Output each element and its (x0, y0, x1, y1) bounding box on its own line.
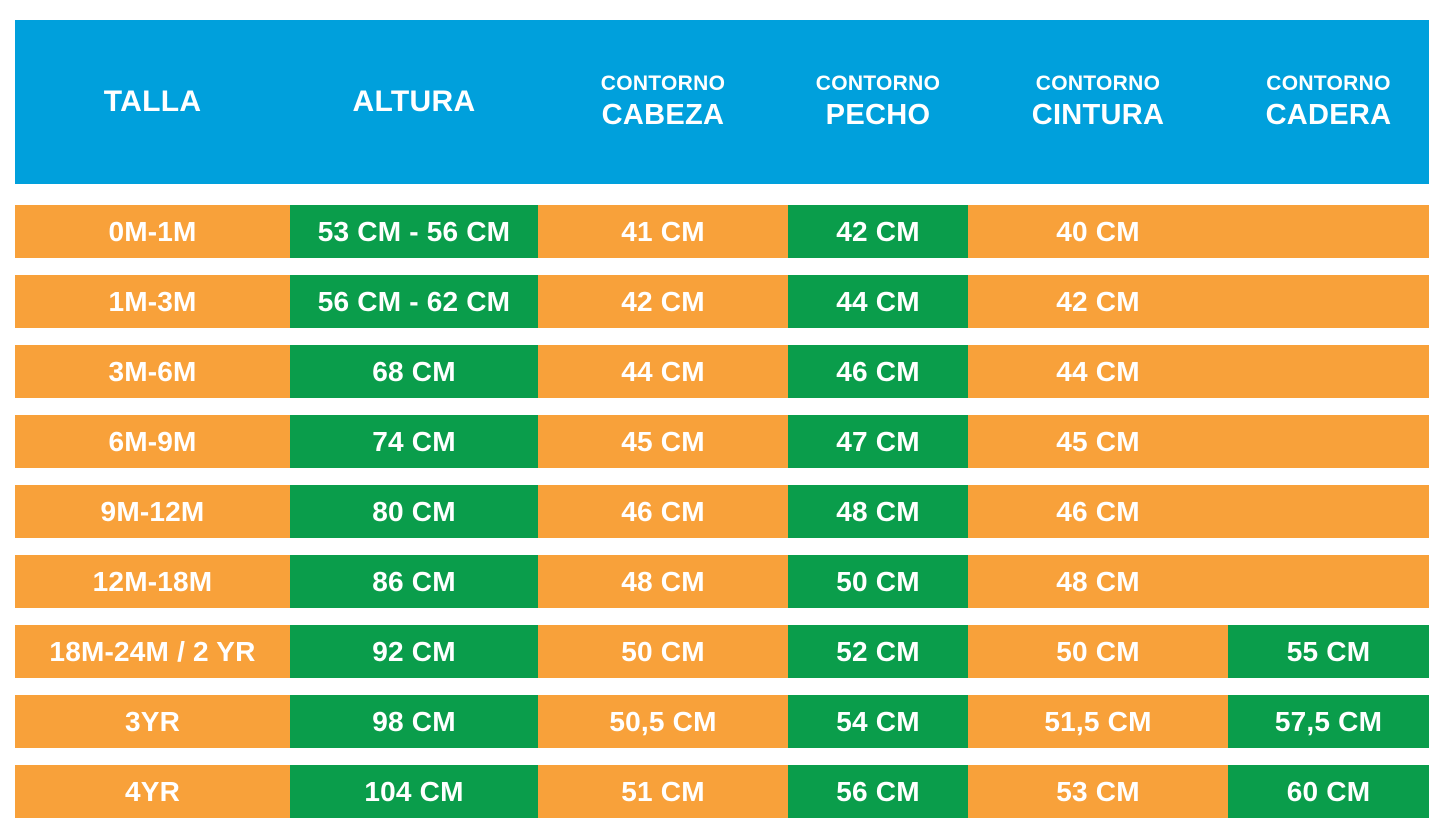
header-altura: ALTURA (290, 20, 538, 184)
cell-altura: 74 CM (290, 415, 538, 468)
header-pecho-label: PECHO (825, 99, 931, 131)
cell-altura: 92 CM (290, 625, 538, 678)
cell-talla: 4YR (15, 765, 290, 818)
cell-cadera: 55 CM (1228, 625, 1429, 678)
cell-pecho: 56 CM (788, 765, 968, 818)
cell-cintura: 50 CM (968, 625, 1228, 678)
header-cabeza-top-label: CONTORNO (600, 71, 726, 95)
cell-cadera (1228, 415, 1429, 468)
cell-altura: 104 CM (290, 765, 538, 818)
cell-cintura: 53 CM (968, 765, 1228, 818)
cell-talla: 3YR (15, 695, 290, 748)
table-row: 3YR 98 CM 50,5 CM 54 CM 51,5 CM 57,5 CM (15, 695, 1429, 748)
header-pecho-top-label: CONTORNO (815, 71, 941, 95)
cell-cintura: 42 CM (968, 275, 1228, 328)
cell-talla: 18M-24M / 2 YR (15, 625, 290, 678)
cell-talla: 9M-12M (15, 485, 290, 538)
cell-cintura: 45 CM (968, 415, 1228, 468)
cell-talla: 3M-6M (15, 345, 290, 398)
cell-altura: 53 CM - 56 CM (290, 205, 538, 258)
header-cintura-top-label: CONTORNO (1035, 71, 1161, 95)
cell-altura: 56 CM - 62 CM (290, 275, 538, 328)
cell-pecho: 48 CM (788, 485, 968, 538)
header-cadera-label: CADERA (1265, 99, 1392, 131)
cell-altura: 80 CM (290, 485, 538, 538)
cell-pecho: 46 CM (788, 345, 968, 398)
cell-cadera (1228, 205, 1429, 258)
cell-pecho: 50 CM (788, 555, 968, 608)
cell-pecho: 52 CM (788, 625, 968, 678)
header-contorno-cadera: CONTORNO CADERA (1228, 20, 1429, 184)
header-talla-label: TALLA (103, 85, 202, 119)
cell-pecho: 47 CM (788, 415, 968, 468)
cell-cintura: 51,5 CM (968, 695, 1228, 748)
table-row: 12M-18M 86 CM 48 CM 50 CM 48 CM (15, 555, 1429, 608)
cell-cabeza: 51 CM (538, 765, 788, 818)
cell-cabeza: 46 CM (538, 485, 788, 538)
header-altura-label: ALTURA (352, 85, 476, 119)
cell-altura: 86 CM (290, 555, 538, 608)
cell-talla: 6M-9M (15, 415, 290, 468)
cell-cintura: 46 CM (968, 485, 1228, 538)
table-row: 1M-3M 56 CM - 62 CM 42 CM 44 CM 42 CM (15, 275, 1429, 328)
cell-cintura: 48 CM (968, 555, 1228, 608)
table-row: 0M-1M 53 CM - 56 CM 41 CM 42 CM 40 CM (15, 205, 1429, 258)
cell-cabeza: 50,5 CM (538, 695, 788, 748)
header-contorno-pecho: CONTORNO PECHO (788, 20, 968, 184)
cell-cadera (1228, 485, 1429, 538)
cell-cabeza: 41 CM (538, 205, 788, 258)
cell-talla: 1M-3M (15, 275, 290, 328)
cell-cadera: 60 CM (1228, 765, 1429, 818)
header-contorno-cintura: CONTORNO CINTURA (968, 20, 1228, 184)
cell-cabeza: 44 CM (538, 345, 788, 398)
cell-cadera (1228, 275, 1429, 328)
cell-altura: 98 CM (290, 695, 538, 748)
header-cadera-top-label: CONTORNO (1266, 71, 1391, 95)
header-contorno-cabeza: CONTORNO CABEZA (538, 20, 788, 184)
cell-cabeza: 42 CM (538, 275, 788, 328)
header-cintura-label: CINTURA (1031, 99, 1165, 131)
cell-cadera: 57,5 CM (1228, 695, 1429, 748)
cell-talla: 0M-1M (15, 205, 290, 258)
cell-pecho: 42 CM (788, 205, 968, 258)
cell-cintura: 40 CM (968, 205, 1228, 258)
table-row: 9M-12M 80 CM 46 CM 48 CM 46 CM (15, 485, 1429, 538)
cell-altura: 68 CM (290, 345, 538, 398)
table-row: 3M-6M 68 CM 44 CM 46 CM 44 CM (15, 345, 1429, 398)
cell-cadera (1228, 345, 1429, 398)
cell-pecho: 54 CM (788, 695, 968, 748)
size-chart-table: TALLA ALTURA CONTORNO CABEZA CONTORNO PE… (15, 20, 1429, 818)
header-talla: TALLA (15, 20, 290, 184)
header-cabeza-label: CABEZA (601, 99, 725, 131)
table-header-row: TALLA ALTURA CONTORNO CABEZA CONTORNO PE… (15, 20, 1429, 184)
cell-pecho: 44 CM (788, 275, 968, 328)
cell-cabeza: 50 CM (538, 625, 788, 678)
cell-talla: 12M-18M (15, 555, 290, 608)
table-row: 6M-9M 74 CM 45 CM 47 CM 45 CM (15, 415, 1429, 468)
cell-cabeza: 48 CM (538, 555, 788, 608)
cell-cadera (1228, 555, 1429, 608)
table-body: 0M-1M 53 CM - 56 CM 41 CM 42 CM 40 CM 1M-3M 56… (15, 205, 1429, 818)
table-row: 18M-24M / 2 YR 92 CM 50 CM 52 CM 50 CM 55 CM (15, 625, 1429, 678)
table-row: 4YR 104 CM 51 CM 56 CM 53 CM 60 CM (15, 765, 1429, 818)
cell-cintura: 44 CM (968, 345, 1228, 398)
cell-cabeza: 45 CM (538, 415, 788, 468)
